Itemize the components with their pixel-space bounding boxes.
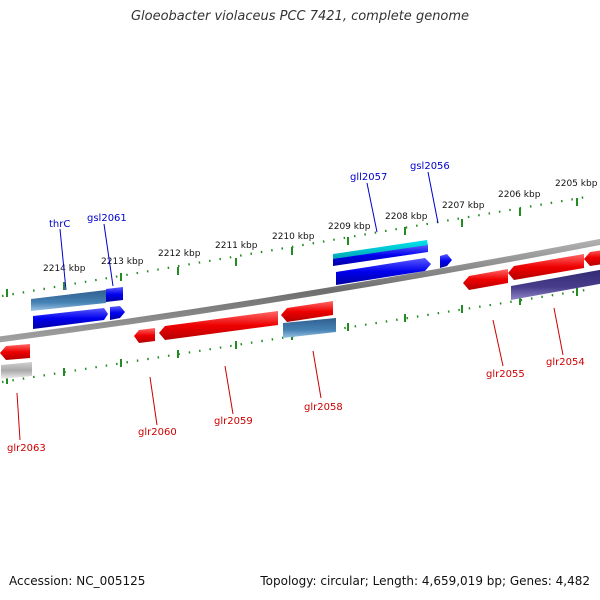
minus-strand-labels: glr2063 glr2060 glr2059 glr2058 glr2055 … [7,357,585,454]
tick-label: 2212 kbp [158,249,201,259]
gene-gll2057-cds[interactable] [336,258,431,285]
leader-lines [16,171,564,441]
tick-label: 2209 kbp [328,222,371,232]
tick-label: 2207 kbp [442,201,485,211]
gene-label-glr2054[interactable]: glr2054 [546,357,585,368]
gene-gsl2061-feature[interactable] [106,287,123,302]
tick-label: 2205 kbp [555,179,598,189]
gene-glr2054-feature[interactable] [511,268,600,300]
gene-label-gsl2061[interactable]: gsl2061 [87,213,127,224]
tick-label: 2210 kbp [272,232,315,242]
genome-backbone [0,238,600,343]
gene-thrC-cds[interactable] [33,308,108,329]
gene-gsl2056-cds[interactable] [440,254,452,268]
map-title: Gloeobacter violaceus PCC 7421, complete… [130,9,470,24]
gene-glr2059-cds[interactable] [159,311,278,340]
gene-gll2057-feature[interactable] [333,245,428,266]
gene-glr2063-feature[interactable] [1,362,32,379]
gene-label-glr2060[interactable]: glr2060 [138,427,177,438]
gene-label-glr2055[interactable]: glr2055 [486,369,525,380]
gene-thrC-feature[interactable] [31,290,106,311]
gene-next-cds[interactable] [584,249,600,266]
tick-label: 2208 kbp [385,212,428,222]
gene-glr2058-cds[interactable] [281,301,333,322]
gene-label-glr2058[interactable]: glr2058 [304,402,343,413]
gene-glr2054-cds[interactable] [508,254,584,280]
tick-label: 2211 kbp [215,241,258,251]
plus-strand-labels: thrC gsl2061 gll2057 gsl2056 [49,161,450,230]
gene-label-glr2059[interactable]: glr2059 [214,416,253,427]
genome-stats-text: Topology: circular; Length: 4,659,019 bp… [260,574,590,588]
gene-glr2063-cds[interactable] [0,344,30,360]
gene-gsl2061-cds[interactable] [110,306,125,320]
upper-ruler-ticks [6,198,578,297]
tick-label: 2206 kbp [498,190,541,200]
tick-label: 2213 kbp [101,257,144,267]
gene-glr2055-cds[interactable] [463,269,508,290]
gene-label-gll2057[interactable]: gll2057 [350,172,387,183]
gene-gll2057-cyan[interactable] [333,240,428,260]
gene-label-gsl2056[interactable]: gsl2056 [410,161,450,172]
gene-glr2060-cds[interactable] [134,328,155,343]
gene-label-glr2063[interactable]: glr2063 [7,443,46,454]
gene-glr2058-feature[interactable] [283,318,336,338]
accession-text: Accession: NC_005125 [9,574,146,588]
gene-label-thrC[interactable]: thrC [49,219,70,230]
